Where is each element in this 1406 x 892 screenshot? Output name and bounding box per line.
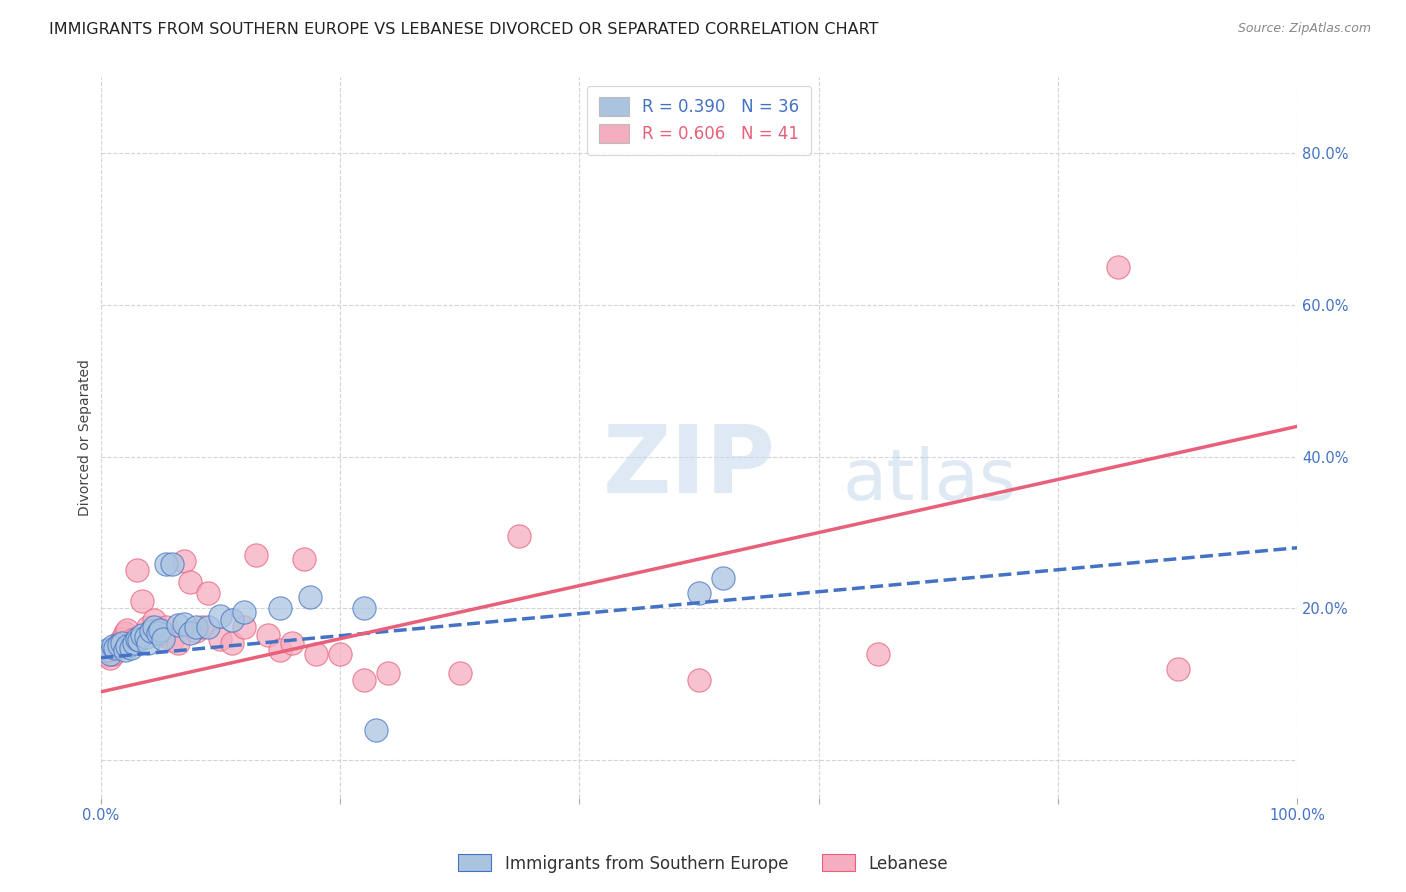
Point <box>128 633 150 648</box>
Point <box>138 635 160 649</box>
Point <box>111 632 134 646</box>
Point <box>107 638 129 652</box>
Point <box>191 620 214 634</box>
Point <box>96 643 118 657</box>
Point <box>135 630 157 644</box>
Point <box>139 624 162 639</box>
Point <box>209 609 232 624</box>
Point <box>138 620 160 634</box>
Point <box>107 635 129 649</box>
Point <box>167 635 190 649</box>
Legend: Immigrants from Southern Europe, Lebanese: Immigrants from Southern Europe, Lebanes… <box>451 847 955 880</box>
Point <box>149 628 172 642</box>
Point <box>508 529 530 543</box>
Point <box>98 647 121 661</box>
Point <box>353 673 375 688</box>
Point <box>868 647 890 661</box>
Point <box>115 623 138 637</box>
Point <box>104 640 127 655</box>
Point <box>299 590 322 604</box>
Point <box>179 625 201 640</box>
Point <box>209 632 232 646</box>
Point <box>131 594 153 608</box>
Point <box>162 558 184 572</box>
Point <box>131 628 153 642</box>
Point <box>221 635 243 649</box>
Point <box>245 549 267 563</box>
Point <box>167 618 190 632</box>
Point <box>149 623 172 637</box>
Point <box>98 650 121 665</box>
Point <box>364 723 387 737</box>
Point <box>449 665 471 680</box>
Point <box>155 620 177 634</box>
Point <box>353 601 375 615</box>
Point <box>305 647 328 661</box>
Point <box>143 613 166 627</box>
Point <box>197 620 219 634</box>
Point <box>125 632 148 646</box>
Point <box>292 552 315 566</box>
Point <box>711 571 734 585</box>
Point <box>114 643 136 657</box>
Point <box>186 620 208 634</box>
Point <box>104 640 127 655</box>
Point <box>120 635 142 649</box>
Text: ZIP: ZIP <box>603 420 776 513</box>
Point <box>96 648 118 663</box>
Point <box>688 673 710 688</box>
Point <box>173 616 195 631</box>
Text: Source: ZipAtlas.com: Source: ZipAtlas.com <box>1237 22 1371 36</box>
Point <box>233 620 256 634</box>
Point <box>120 640 142 655</box>
Y-axis label: Divorced or Separated: Divorced or Separated <box>79 359 93 516</box>
Text: IMMIGRANTS FROM SOUTHERN EUROPE VS LEBANESE DIVORCED OR SEPARATED CORRELATION CH: IMMIGRANTS FROM SOUTHERN EUROPE VS LEBAN… <box>49 22 879 37</box>
Legend: R = 0.390   N = 36, R = 0.606   N = 41: R = 0.390 N = 36, R = 0.606 N = 41 <box>588 86 811 155</box>
Point <box>122 635 145 649</box>
Point <box>377 665 399 680</box>
Point <box>186 624 208 639</box>
Point <box>152 632 174 646</box>
Point <box>329 647 352 661</box>
Point <box>1107 260 1129 274</box>
Point <box>257 628 280 642</box>
Point <box>143 620 166 634</box>
Text: atlas: atlas <box>842 447 1017 516</box>
Point <box>281 635 304 649</box>
Point <box>221 613 243 627</box>
Point <box>269 643 291 657</box>
Point <box>269 601 291 615</box>
Point <box>111 635 134 649</box>
Point <box>197 586 219 600</box>
Point <box>1167 662 1189 676</box>
Point <box>155 558 177 572</box>
Point <box>125 564 148 578</box>
Point <box>162 633 184 648</box>
Point <box>688 586 710 600</box>
Point <box>233 605 256 619</box>
Point <box>146 625 169 640</box>
Point <box>179 574 201 589</box>
Point <box>115 640 138 654</box>
Point <box>173 554 195 568</box>
Point <box>122 632 145 646</box>
Point <box>114 625 136 640</box>
Point <box>101 640 124 654</box>
Point <box>101 647 124 661</box>
